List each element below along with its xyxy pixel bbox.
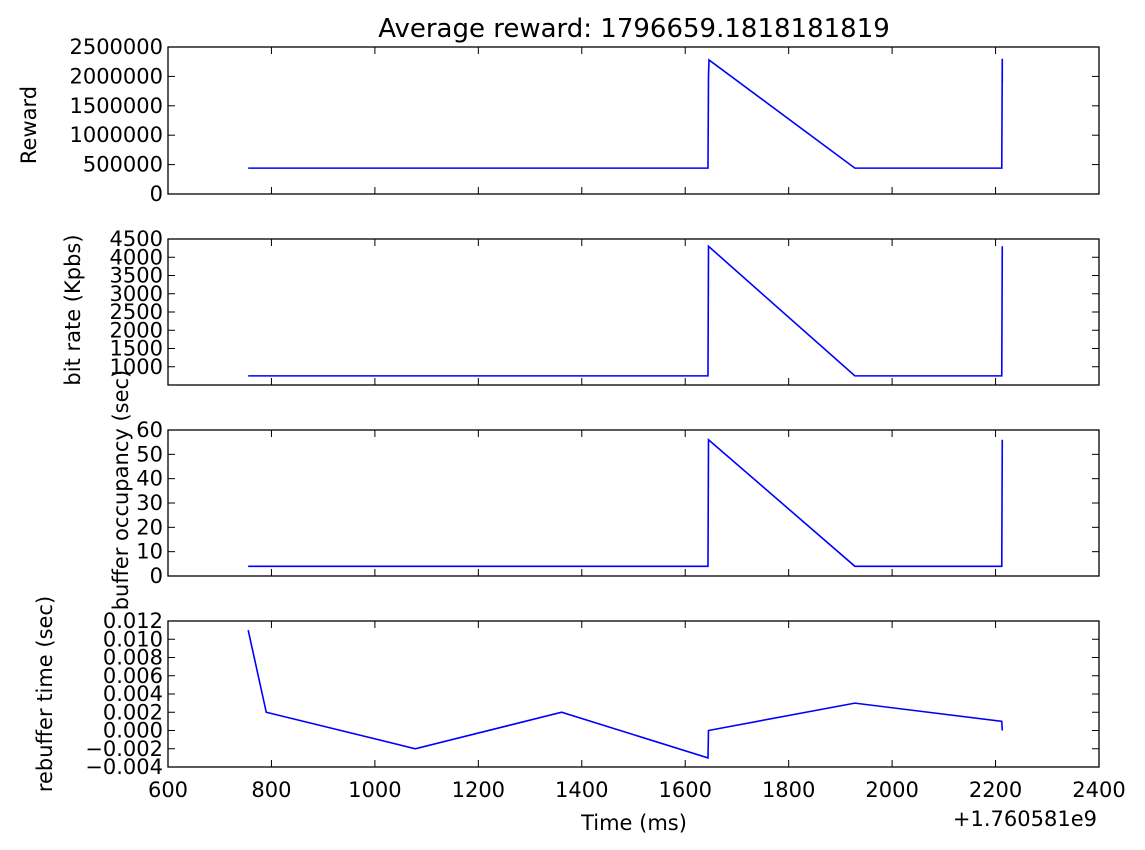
y-axis-label-panel-3: buffer occupancy (sec) [109, 370, 133, 611]
chart-title: Average reward: 1796659.1818181819 [378, 14, 890, 44]
y-tick-label: 1500 [110, 337, 163, 361]
y-tick-label: 2500 [110, 300, 163, 324]
y-tick-label: 1000 [110, 355, 163, 379]
x-tick-label: 2000 [865, 778, 918, 802]
series-line-panel-2 [248, 244, 1004, 377]
y-tick-label: 0 [150, 564, 163, 588]
x-axis-label: Time (ms) [580, 811, 687, 835]
x-offset-label: +1.760581e9 [953, 807, 1097, 831]
y-tick-label: 2000000 [69, 64, 163, 88]
y-tick-label: 0.008 [103, 646, 163, 670]
y-tick-label: 30 [136, 491, 163, 515]
y-tick-label: 3000 [110, 282, 163, 306]
panel-1: 0 500000 1000000 1500000 2000000 2500000 Rewar… [17, 35, 1100, 206]
x-tick-label: 1000 [348, 778, 401, 802]
y-tick-label: 50 [136, 442, 163, 466]
y-tick-label: 60 [136, 418, 163, 442]
y-tick-label: 4000 [110, 245, 163, 269]
y-axis-label-panel-4: rebuffer time (sec) [33, 596, 57, 792]
y-tick-label: 40 [136, 467, 163, 491]
x-tick-label: 1400 [555, 778, 608, 802]
x-tick-label: 2200 [969, 778, 1022, 802]
series-line-panel-4 [247, 629, 1004, 759]
series-line-panel-3 [248, 437, 1004, 568]
x-tick-label: 800 [251, 778, 291, 802]
x-tick-label: 1200 [452, 778, 505, 802]
y-tick-label: 0.010 [103, 627, 163, 651]
axes-frame [167, 238, 1100, 386]
y-tick-label: 0.004 [103, 682, 163, 706]
y-axis-label-panel-1: Reward [17, 86, 41, 164]
plot-layer: 0 500000 1000000 1500000 2000000 2500000 Rewar… [17, 35, 1126, 802]
y-tick-label: 20 [136, 515, 163, 539]
x-tick-label: 1600 [658, 778, 711, 802]
y-tick-label: 4500 [110, 227, 163, 251]
y-tick-label: 500000 [83, 153, 163, 177]
x-tick-label: 600 [148, 778, 188, 802]
y-tick-label: 0.000 [103, 719, 163, 743]
axes-frame [167, 620, 1100, 768]
y-tick-label: 2000 [110, 318, 163, 342]
y-tick-label: −0.002 [85, 737, 163, 761]
y-tick-label: 0.002 [103, 700, 163, 724]
x-tick-label: 2400 [1072, 778, 1125, 802]
series-line-panel-1 [248, 58, 1004, 169]
axes-frame [167, 46, 1100, 195]
y-tick-label: 1000000 [69, 123, 163, 147]
panel-4: −0.004−0.0020.0000.0020.0040.0060.0080.0… [33, 596, 1126, 802]
y-tick-label: 0 [150, 182, 163, 206]
y-tick-label: 1500000 [69, 94, 163, 118]
y-tick-label: 2500000 [69, 35, 163, 59]
y-tick-label: 0.012 [103, 609, 163, 633]
x-tick-label: 1800 [762, 778, 815, 802]
y-tick-label: 0.006 [103, 664, 163, 688]
y-axis-label-panel-2: bit rate (Kpbs) [61, 234, 85, 385]
axes-frame [167, 429, 1100, 577]
y-tick-label: −0.004 [85, 755, 163, 779]
y-tick-label: 10 [136, 540, 163, 564]
y-tick-label: 3500 [110, 264, 163, 288]
